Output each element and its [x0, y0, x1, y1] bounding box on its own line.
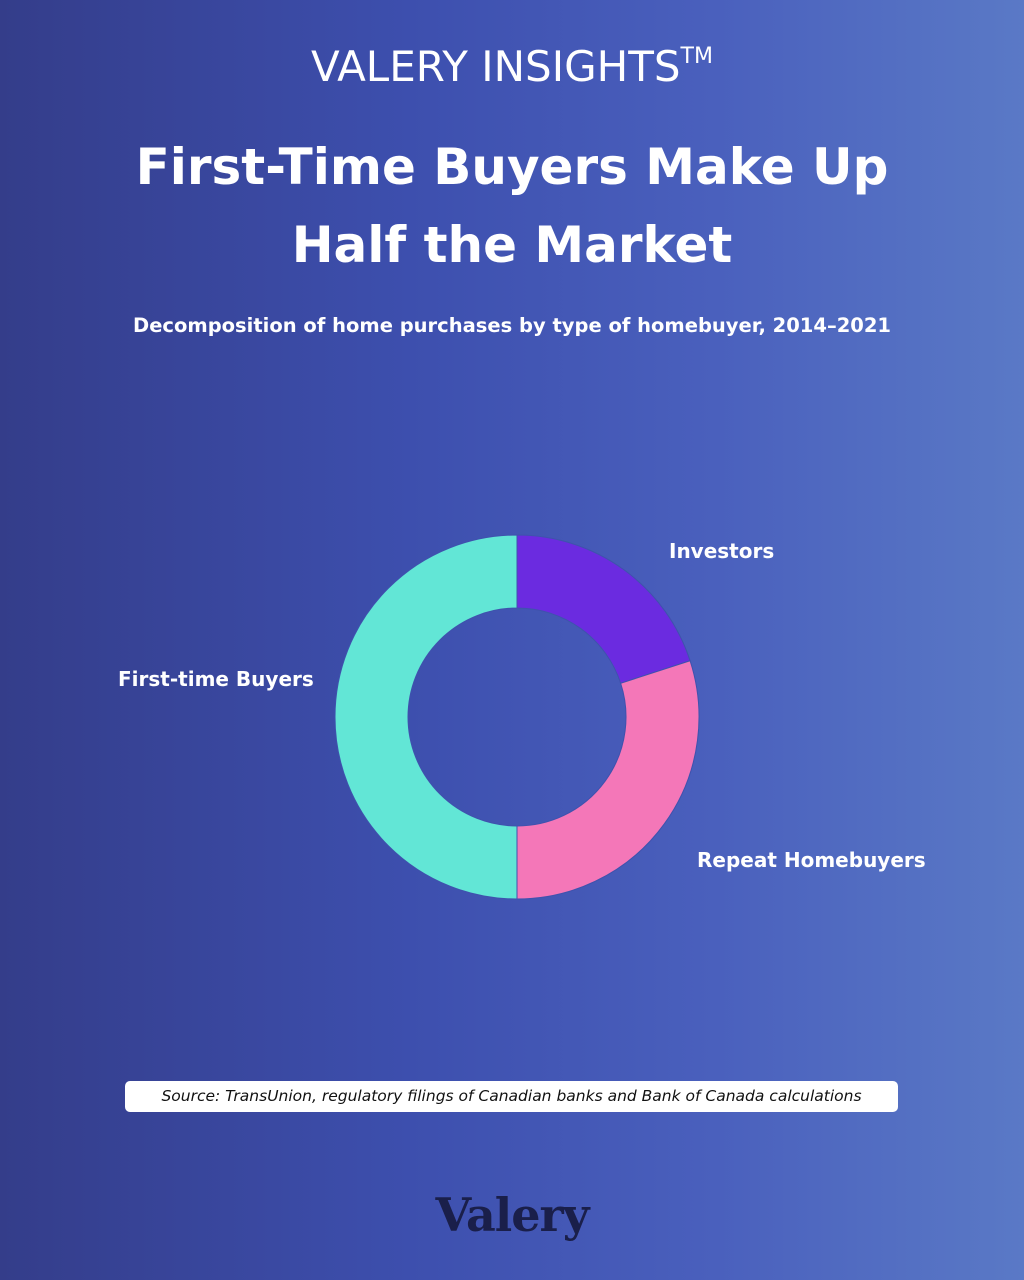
title-line-2: Half the Market	[291, 216, 733, 274]
slice-label-investors: Investors	[669, 539, 775, 563]
valery-logo: Valery	[435, 1188, 590, 1242]
donut-slice-first-time-buyers	[334, 534, 518, 900]
page-title: First-Time Buyers Make Up Half the Marke…	[62, 128, 962, 284]
source-note: Source: TransUnion, regulatory filings o…	[125, 1081, 898, 1112]
chart-subtitle: Decomposition of home purchases by type …	[133, 314, 891, 337]
slice-label-repeat-homebuyers: Repeat Homebuyers	[697, 848, 926, 872]
donut-slice-repeat-homebuyers	[516, 660, 700, 900]
brand-header: VALERY INSIGHTSTM	[0, 42, 1024, 91]
brand-name: VALERY INSIGHTS	[311, 42, 681, 91]
trademark-symbol: TM	[680, 44, 713, 69]
title-line-1: First-Time Buyers Make Up	[135, 138, 889, 196]
slice-label-first-time-buyers: First-time Buyers	[118, 667, 314, 691]
donut-slice-investors	[516, 534, 691, 684]
